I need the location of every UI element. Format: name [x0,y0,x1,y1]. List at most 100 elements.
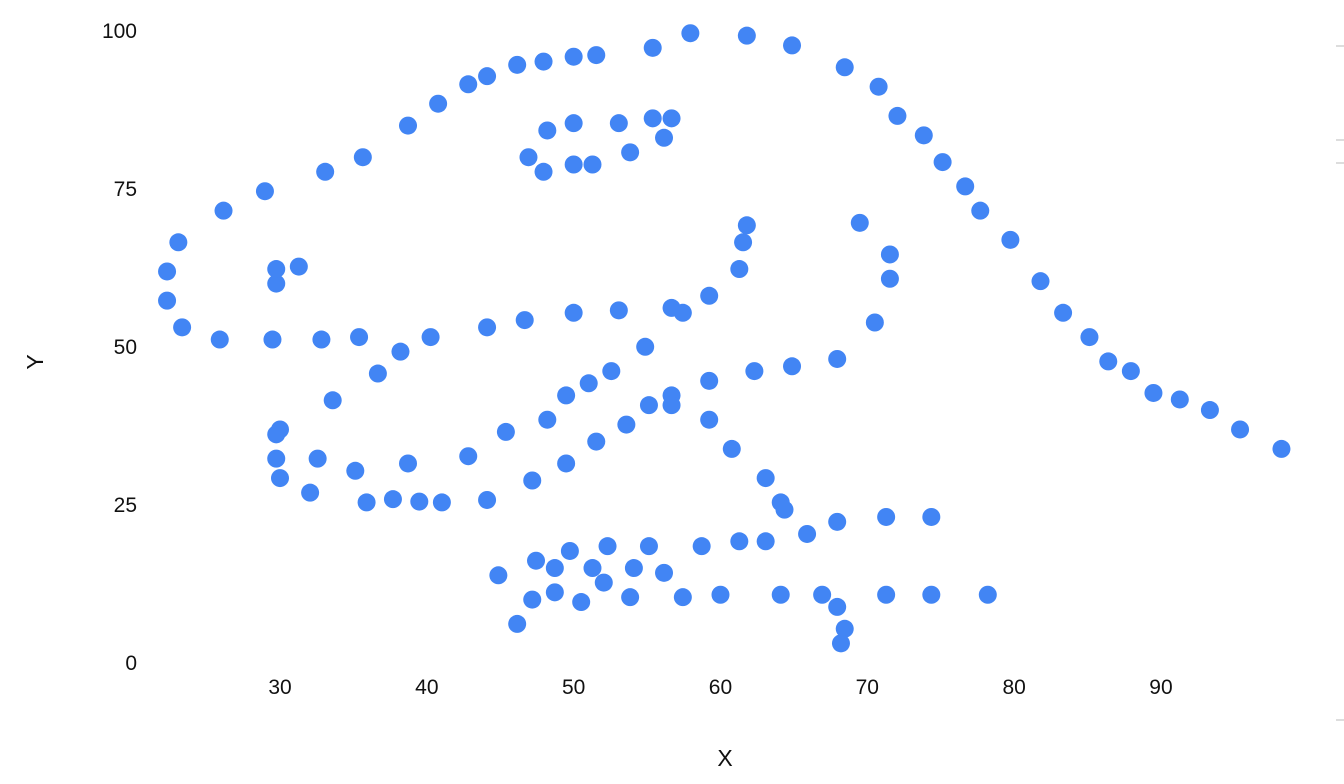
data-point [609,301,628,320]
data-point [745,362,764,381]
data-point [289,257,308,276]
data-point [255,182,274,201]
data-point [399,116,418,135]
y-tick-label: 0 [125,652,137,675]
data-point [557,454,576,473]
data-point [429,94,448,113]
data-point [865,313,884,332]
data-point [459,447,478,466]
data-point [978,585,997,604]
data-point [734,233,753,252]
data-point [722,439,741,458]
data-point [783,36,802,55]
data-point [432,493,451,512]
data-point [602,362,621,381]
data-point [1031,272,1050,291]
data-point [624,559,643,578]
data-point [971,201,990,220]
y-tick-label: 50 [114,336,137,359]
data-point [775,500,794,519]
data-point [459,75,478,94]
data-point [538,121,557,140]
data-point [523,590,542,609]
data-point [421,328,440,347]
data-point [828,349,847,368]
data-point [557,386,576,405]
data-point [534,162,553,181]
data-point [655,563,674,582]
data-point [831,634,850,653]
data-point [478,318,497,337]
data-point [877,585,896,604]
data-point [399,454,418,473]
data-point [700,286,719,305]
x-tick-label: 60 [709,676,732,699]
y-axis-ticks: 0 25 50 75 100 [102,20,137,675]
data-point [564,47,583,66]
data-point [564,303,583,322]
data-point [214,201,233,220]
data-point [1080,328,1099,347]
data-point [515,311,534,330]
data-point [508,614,527,633]
data-point [888,106,907,125]
data-point [169,233,188,252]
data-point [263,330,282,349]
data-point [158,291,177,310]
data-point [1121,362,1140,381]
data-point [828,597,847,616]
right-edge-marks [1336,45,1344,721]
data-point [869,77,888,96]
data-point [662,396,681,415]
data-point [478,67,497,86]
data-point [621,588,640,607]
data-point [617,415,636,434]
data-point [639,396,658,415]
data-point [737,26,756,45]
y-tick-label: 75 [114,178,137,201]
data-point [914,126,933,145]
data-point [383,490,402,509]
data-point [519,148,538,167]
data-point [798,524,817,543]
data-point [673,588,692,607]
data-point [267,449,286,468]
x-axis-label: X [717,745,732,771]
data-point [538,410,557,429]
data-point [922,585,941,604]
data-point [489,566,508,585]
data-point [835,619,854,638]
data-point [756,469,775,488]
data-point [933,153,952,172]
data-point [639,537,658,556]
data-point [771,585,790,604]
data-point [391,342,410,361]
data-point [711,585,730,604]
data-point [572,593,591,612]
data-point [1001,230,1020,249]
x-tick-label: 90 [1149,676,1172,699]
data-point [508,55,527,74]
data-point [662,109,681,128]
data-point [850,213,869,232]
data-point [643,38,662,57]
x-tick-label: 40 [415,676,438,699]
y-axis-label: Y [22,354,48,369]
data-point [880,245,899,264]
x-tick-label: 70 [856,676,879,699]
data-point [655,128,674,147]
data-point [700,371,719,390]
data-point [828,512,847,531]
data-point [636,337,655,356]
data-point [609,114,628,133]
data-point [1054,303,1073,322]
data-point [564,114,583,133]
data-point [368,364,387,383]
data-point [357,493,376,512]
data-point [587,46,606,65]
data-point [173,318,192,337]
data-point [587,432,606,451]
data-point [267,260,286,279]
data-point [560,541,579,560]
